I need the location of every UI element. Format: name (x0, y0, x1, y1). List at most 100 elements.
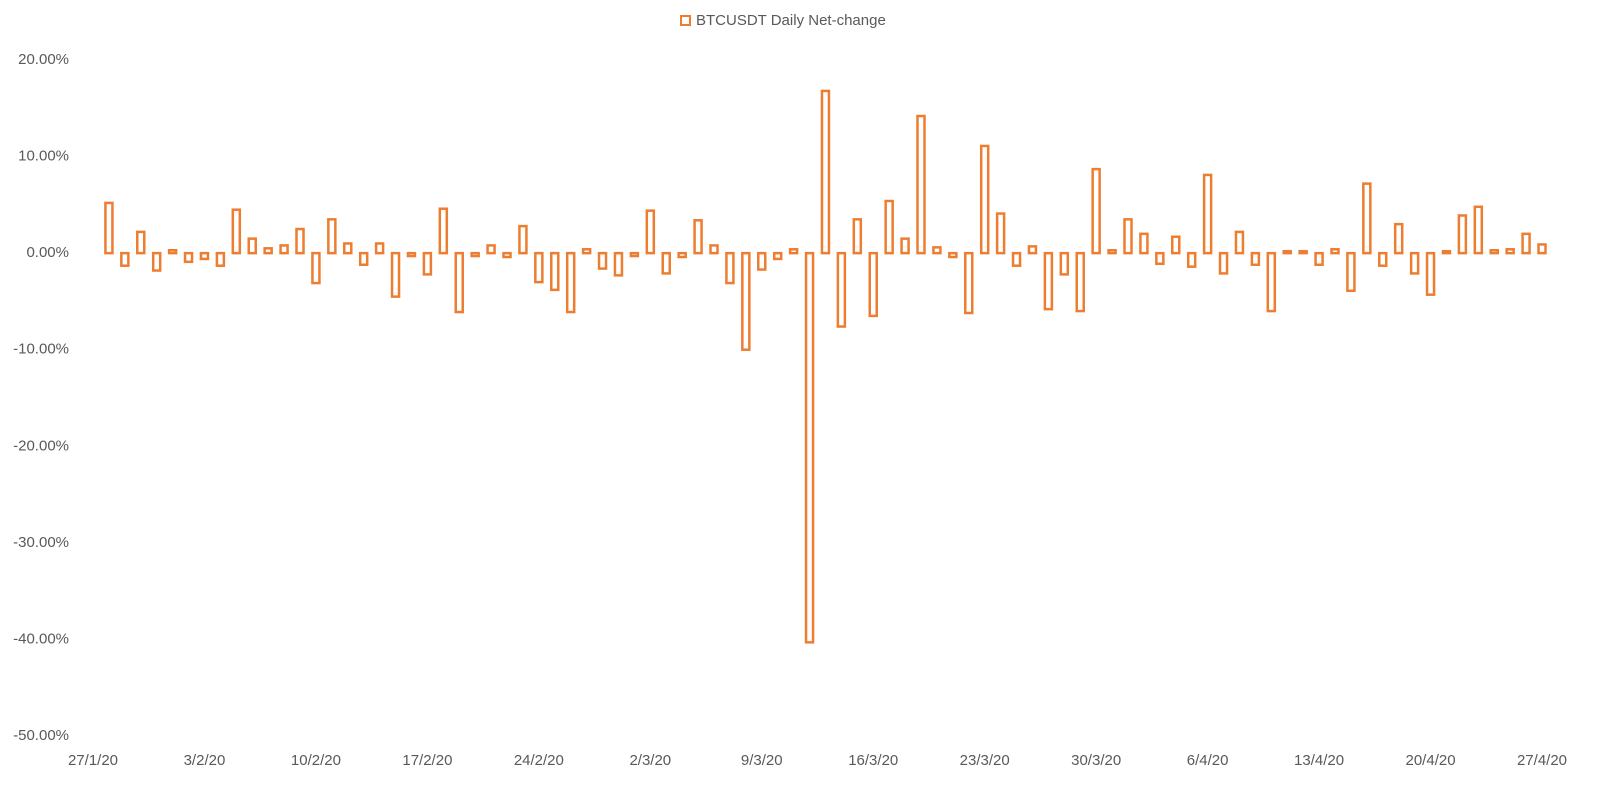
bar (438, 207, 449, 255)
y-tick-label: 20.00% (18, 51, 69, 68)
bar (741, 251, 751, 351)
bar (852, 218, 863, 255)
x-tick-label: 23/3/20 (960, 752, 1010, 769)
bar (581, 248, 592, 255)
bar (390, 251, 401, 298)
x-tick-label: 24/2/20 (514, 752, 564, 769)
x-tick-label: 27/4/20 (1517, 752, 1567, 769)
bar (199, 251, 210, 261)
bar (788, 248, 799, 255)
bar (1362, 182, 1372, 255)
y-tick-label: -30.00% (13, 534, 69, 551)
x-tick-label: 20/4/20 (1406, 752, 1456, 769)
bar (1155, 251, 1165, 266)
x-tick-label: 6/4/20 (1187, 752, 1229, 769)
bar (613, 251, 624, 277)
bar (1043, 251, 1054, 311)
x-tick-label: 3/2/20 (184, 752, 226, 769)
bar (358, 251, 369, 266)
bar (104, 201, 114, 255)
bar (709, 244, 719, 255)
bar (693, 219, 703, 255)
x-tick-label: 10/2/20 (291, 752, 341, 769)
bar (1186, 251, 1197, 268)
bar (454, 251, 464, 314)
bar (136, 230, 146, 255)
bar (343, 242, 353, 255)
bar (534, 251, 544, 284)
bar (916, 114, 926, 255)
bar (725, 251, 735, 285)
bar (645, 209, 656, 255)
bar (295, 227, 305, 255)
bar (1234, 230, 1245, 255)
bar (183, 251, 194, 264)
bar (263, 247, 273, 255)
y-tick-label: 0.00% (26, 244, 69, 261)
x-tick-label: 30/3/20 (1071, 752, 1121, 769)
bar (1314, 251, 1324, 266)
bar (1457, 214, 1468, 255)
bar (120, 251, 130, 267)
bar (820, 89, 831, 255)
x-tick-label: 17/2/20 (402, 752, 452, 769)
bar (1489, 248, 1499, 255)
x-tick-label: 13/4/20 (1294, 752, 1344, 769)
bar (772, 251, 783, 261)
bar (757, 251, 767, 271)
bar (948, 251, 958, 259)
bar (1218, 251, 1229, 275)
bar (215, 251, 226, 267)
bar (995, 212, 1006, 255)
bar (1139, 232, 1149, 255)
bar (1091, 167, 1101, 255)
bar (629, 251, 640, 258)
x-tick-label: 2/3/20 (629, 752, 671, 769)
bar (836, 251, 847, 328)
bar (470, 251, 480, 258)
bar (422, 251, 433, 276)
bar (406, 251, 417, 258)
bar (932, 246, 942, 255)
bar (311, 251, 321, 285)
legend-label: BTCUSDT Daily Net-change (696, 12, 886, 29)
x-tick-label: 16/3/20 (848, 752, 898, 769)
y-tick-label: -40.00% (13, 630, 69, 647)
bar (279, 244, 289, 255)
y-tick-label: -10.00% (13, 341, 69, 358)
legend-swatch (680, 15, 691, 26)
bar (884, 199, 894, 255)
bar (1075, 251, 1085, 313)
bar (1107, 248, 1117, 255)
bar (1202, 173, 1213, 255)
bar (247, 237, 257, 255)
bar (900, 237, 910, 255)
bar (677, 251, 687, 259)
bar (502, 251, 512, 259)
bar (1505, 248, 1515, 255)
bar (1011, 251, 1022, 267)
bar (1409, 251, 1420, 275)
bar (1298, 249, 1308, 255)
bar (1059, 251, 1070, 276)
bar (167, 248, 178, 255)
x-tick-label: 9/3/20 (741, 752, 783, 769)
bar (1393, 222, 1404, 255)
bar (804, 251, 815, 644)
bar (486, 244, 496, 255)
y-tick-label: -50.00% (13, 727, 69, 744)
bar (661, 251, 671, 275)
y-tick-label: 10.00% (18, 148, 69, 165)
bar (597, 251, 608, 270)
y-tick-label: -20.00% (13, 437, 69, 454)
bar (1250, 251, 1261, 266)
bar (565, 251, 576, 314)
bar (1282, 249, 1292, 255)
bar (1346, 251, 1356, 293)
bar (327, 218, 337, 255)
bar (964, 251, 974, 315)
bar (1378, 251, 1388, 267)
bar (1537, 243, 1547, 255)
bar (979, 144, 990, 255)
